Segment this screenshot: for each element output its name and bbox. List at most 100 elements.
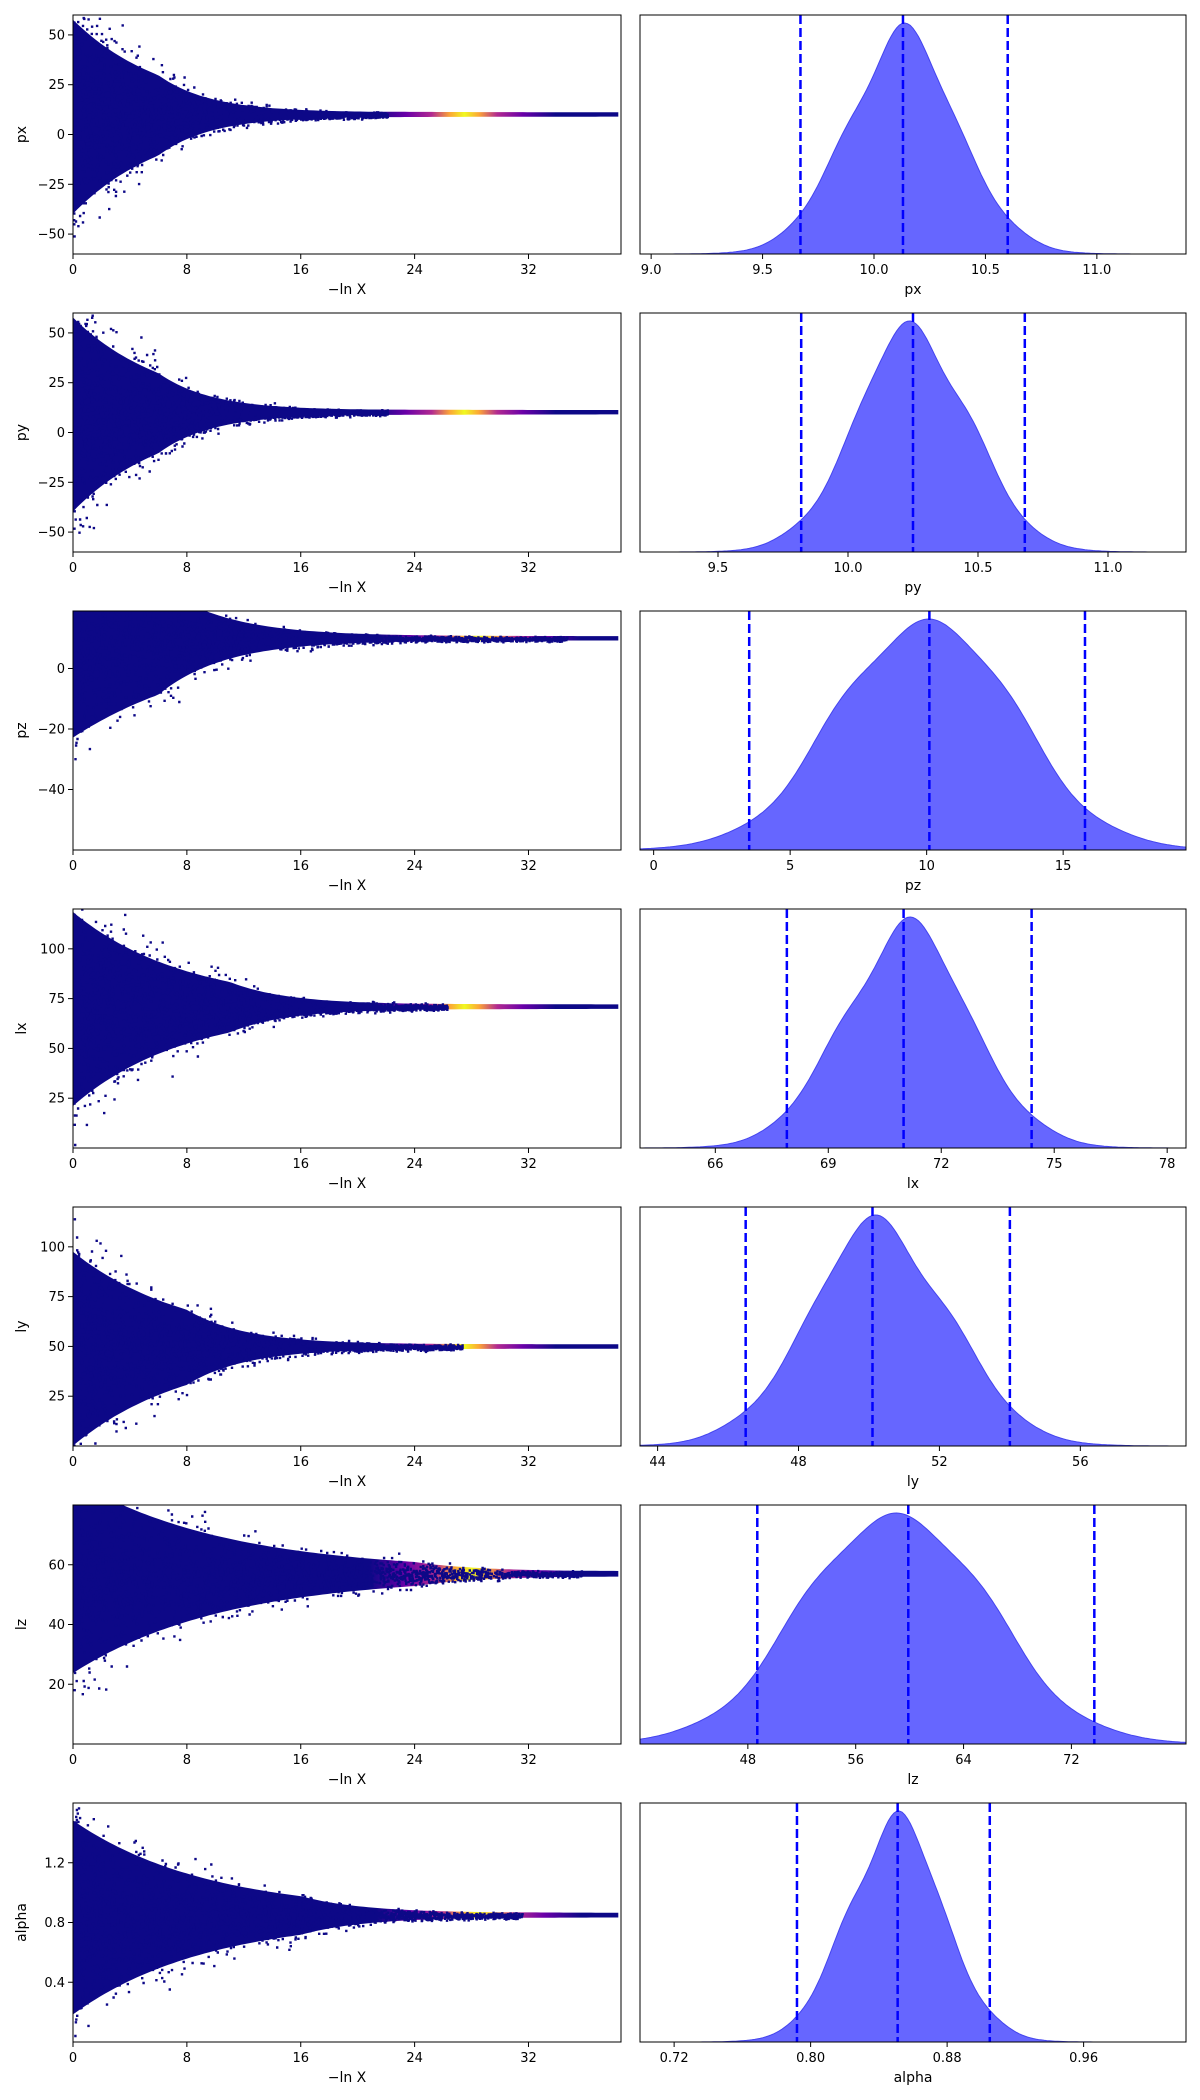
y-tick-label-py-50: 50 [48, 326, 65, 341]
y-tick-label-px--25: −25 [38, 178, 65, 193]
trace-cloud-ly [73, 1218, 619, 1446]
y-tick-label-pz-0: 0 [57, 662, 65, 677]
trace-points-py [73, 314, 390, 534]
y-tick-label-alpha-0.4: 0.4 [44, 1976, 65, 1991]
x-axis-label-pz-density: pz [905, 878, 921, 894]
x-tick-label-ly-density-56: 56 [1072, 1455, 1089, 1470]
density-frame-lz [639, 1504, 1187, 1745]
density-panel-alpha: 0.72 0.80 0.88 0.96 alpha [639, 1802, 1187, 2086]
x-axis-label-lx: −ln X [328, 1176, 367, 1192]
trace-cloud-alpha [73, 1807, 619, 2038]
x-tick-label-pz-density-15: 15 [1055, 859, 1072, 874]
x-tick-label-alpha-density-0.8: 0.80 [796, 2051, 825, 2066]
y-tick-label-pz--40: −40 [38, 783, 65, 798]
trace-points-ly [73, 1218, 464, 1446]
y-tick-label-ly-100: 100 [40, 1240, 65, 1255]
x-tick-label-lx-16: 16 [292, 1157, 309, 1172]
trace-cloud-lx [73, 909, 619, 1147]
x-tick-label-px-density-9: 9.0 [641, 263, 662, 278]
x-tick-label-pz-density-10: 10 [918, 859, 935, 874]
trace-frame-lx [72, 908, 622, 1149]
x-tick-label-alpha-density-0.88: 0.88 [933, 2051, 962, 2066]
x-tick-label-lz-density-72: 72 [1063, 1753, 1080, 1768]
x-tick-label-alpha-0: 0 [69, 2051, 77, 2066]
trace-panel-ly: 0 8 16 24 32 25 50 75 100 −ln X ly [14, 1206, 622, 1490]
x-tick-label-px-16: 16 [292, 263, 309, 278]
trace-panel-lx: 0 8 16 24 32 25 50 75 100 −ln X lx [14, 908, 622, 1192]
x-axis-label-py: −ln X [328, 580, 367, 596]
x-tick-label-alpha-density-0.72: 0.72 [660, 2051, 689, 2066]
x-tick-label-pz-16: 16 [292, 859, 309, 874]
trace-frame-pz [72, 610, 622, 851]
density-panel-ly: 44 48 52 56 ly [639, 1206, 1187, 1490]
x-tick-label-ly-24: 24 [406, 1455, 423, 1470]
y-tick-label-py--25: −25 [38, 476, 65, 491]
y-tick-label-px-25: 25 [48, 78, 65, 93]
y-tick-label-lx-25: 25 [48, 1092, 65, 1107]
y-tick-label-pz--20: −20 [38, 722, 65, 737]
density-frame-lx [639, 908, 1187, 1149]
density-panel-py: 9.5 10.0 10.5 11.0 py [639, 312, 1187, 596]
x-tick-label-lx-32: 32 [520, 1157, 537, 1172]
x-tick-label-py-8: 8 [183, 561, 191, 576]
x-tick-label-py-density-10.5: 10.5 [964, 561, 993, 576]
density-panel-pz: 0 5 10 15 pz [639, 610, 1187, 894]
x-axis-label-lz: −ln X [328, 1772, 367, 1788]
x-tick-label-alpha-density-0.96: 0.96 [1069, 2051, 1098, 2066]
x-tick-label-py-0: 0 [69, 561, 77, 576]
x-tick-label-py-32: 32 [520, 561, 537, 576]
y-tick-label-py-25: 25 [48, 376, 65, 391]
y-tick-label-lz-20: 20 [48, 1678, 65, 1693]
x-tick-label-pz-8: 8 [183, 859, 191, 874]
x-tick-label-py-16: 16 [292, 561, 309, 576]
x-tick-label-lx-24: 24 [406, 1157, 423, 1172]
y-tick-label-lz-60: 60 [48, 1558, 65, 1573]
x-tick-label-lx-density-75: 75 [1046, 1157, 1063, 1172]
trace-panel-py: 0 8 16 24 32 −50 −25 0 25 50 −ln X py [14, 312, 622, 596]
y-tick-label-px-0: 0 [57, 128, 65, 143]
x-tick-label-alpha-32: 32 [520, 2051, 537, 2066]
density-area-alpha [640, 1810, 1186, 2042]
y-axis-label-ly: ly [14, 1320, 30, 1332]
x-tick-label-ly-density-52: 52 [931, 1455, 948, 1470]
y-axis-label-lz: lz [14, 1619, 30, 1630]
x-tick-label-ly-32: 32 [520, 1455, 537, 1470]
x-tick-label-lz-density-56: 56 [847, 1753, 864, 1768]
x-tick-label-lz-24: 24 [406, 1753, 423, 1768]
trace-panel-pz: 0 8 16 24 32 −40 −20 0 −ln X pz [14, 610, 622, 894]
y-tick-label-py--50: −50 [38, 526, 65, 541]
x-tick-label-ly-density-44: 44 [649, 1455, 666, 1470]
x-axis-label-px-density: px [904, 282, 921, 298]
density-area-lz [640, 1512, 1186, 1744]
y-tick-label-lx-75: 75 [48, 992, 65, 1007]
x-axis-label-ly: −ln X [328, 1474, 367, 1490]
trace-frame-ly [72, 1206, 622, 1447]
x-axis-label-lz-density: lz [907, 1772, 918, 1788]
density-frame-px [639, 14, 1187, 255]
x-tick-label-lz-16: 16 [292, 1753, 309, 1768]
trace-panel-px: 0 8 16 24 32 −50 −25 0 25 50 −ln X px [14, 14, 622, 298]
y-tick-label-ly-25: 25 [48, 1390, 65, 1405]
x-tick-label-lx-0: 0 [69, 1157, 77, 1172]
x-tick-label-lz-8: 8 [183, 1753, 191, 1768]
y-axis-label-lx: lx [14, 1022, 30, 1034]
density-frame-py [639, 312, 1187, 553]
y-tick-label-lx-100: 100 [40, 942, 65, 957]
x-tick-label-pz-32: 32 [520, 859, 537, 874]
x-tick-label-pz-density-5: 5 [786, 859, 794, 874]
x-axis-label-pz: −ln X [328, 878, 367, 894]
trace-points-px [73, 16, 389, 238]
trace-cloud-px [73, 16, 619, 238]
density-frame-ly [639, 1206, 1187, 1447]
y-axis-label-px: px [14, 126, 30, 143]
y-tick-label-lz-40: 40 [48, 1618, 65, 1633]
trace-points-lz [73, 1505, 584, 1696]
x-tick-label-ly-density-48: 48 [790, 1455, 807, 1470]
y-tick-label-px--50: −50 [38, 228, 65, 243]
trace-points-pz [73, 611, 569, 761]
x-axis-label-lx-density: lx [907, 1176, 919, 1192]
x-tick-label-lz-0: 0 [69, 1753, 77, 1768]
trace-panel-alpha: 0 8 16 24 32 0.4 0.8 1.2 −ln X alpha [14, 1802, 622, 2086]
trace-cloud-py [73, 314, 619, 534]
